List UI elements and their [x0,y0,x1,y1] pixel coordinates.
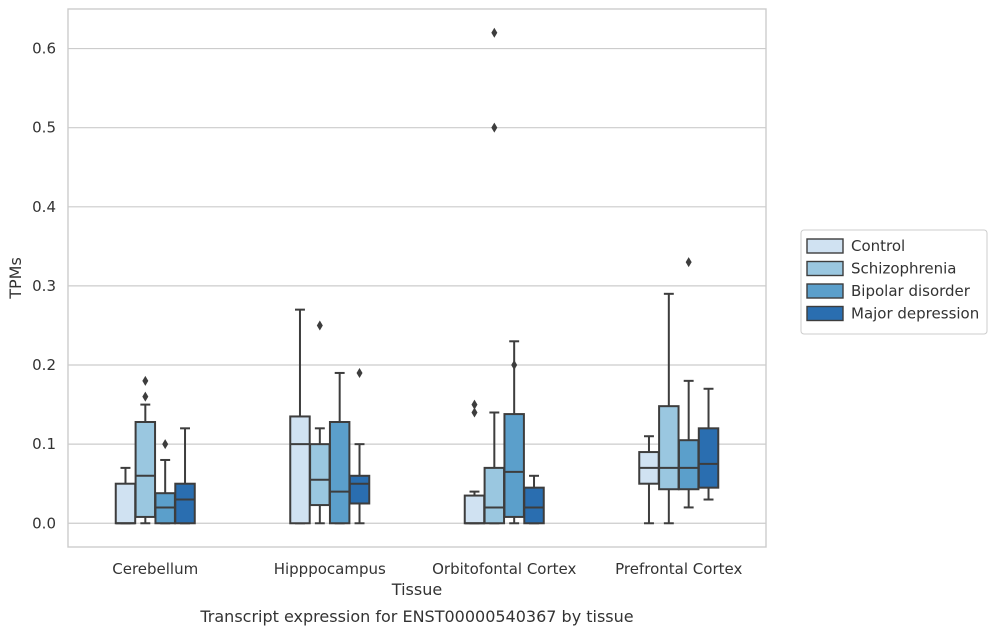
x-tick-label: Cerebellum [112,560,198,578]
box-group [309,320,331,525]
outlier-point [511,360,518,371]
legend-swatch [806,283,844,299]
x-axis-title: Tissue [391,580,442,599]
box-group [154,439,176,525]
y-tick-label: 0.1 [32,435,56,453]
legend-swatch [806,260,844,277]
x-tick-label: Prefrontal Cortex [615,560,742,578]
box-group [328,371,351,525]
box [523,486,545,525]
box-group [677,257,700,509]
y-axis-title: TPMs [6,257,25,300]
y-tick-label: 0.4 [32,198,56,216]
box-group [697,387,720,501]
outlier-point [471,407,478,418]
outlier-point [685,257,692,268]
legend-label: Schizophrenia [851,260,956,278]
box [328,420,351,525]
y-tick-label: 0.0 [32,514,56,532]
box-group [134,375,157,525]
outlier-point [142,375,149,386]
box-group [114,466,137,525]
legend-swatch [806,238,844,254]
x-ticks: Cerebellum Hipppocampus Orbitofontal Corte… [112,560,742,578]
box-group [638,435,660,525]
box-group [348,367,371,525]
box [677,439,700,491]
box-group [503,340,525,525]
box [174,482,196,525]
box [114,482,137,525]
y-tick-label: 0.6 [32,40,56,58]
box [697,427,720,489]
outlier-point [316,320,323,331]
box [309,443,331,507]
outlier-point [491,122,498,133]
legend-label: Bipolar disorder [851,282,971,300]
legend-label: Major depression [851,305,979,323]
chart-caption: Transcript expression for ENST0000054036… [199,607,633,626]
box [134,420,157,518]
outlier-point [471,399,478,410]
box [658,405,680,491]
box-group [658,292,680,525]
legend-swatch [806,305,844,322]
box [483,466,506,525]
y-tick-label: 0.2 [32,356,56,374]
box-group [463,399,486,525]
box [348,474,371,505]
y-ticks: 0.0 0.1 0.2 0.3 0.4 0.5 0.6 [32,40,56,533]
outlier-point [356,367,363,378]
box [463,494,486,525]
box [503,413,525,518]
box-group [289,308,311,525]
outlier-point [162,439,169,450]
box-group [483,27,506,525]
x-tick-label: Orbitofontal Cortex [432,560,576,578]
legend-label: Control [851,237,905,255]
legend: Control Schizophrenia Bipolar disorder Majo… [800,229,988,335]
y-tick-label: 0.5 [32,119,56,137]
box [289,415,311,525]
box-group [523,474,545,525]
plot-frame [67,8,767,548]
outlier-point [491,27,498,38]
outlier-point [142,391,149,402]
box-group [174,427,196,525]
legend-frame [800,229,988,335]
box-plots [114,27,720,525]
x-tick-label: Hipppocampus [274,560,386,578]
y-tick-label: 0.3 [32,277,56,295]
